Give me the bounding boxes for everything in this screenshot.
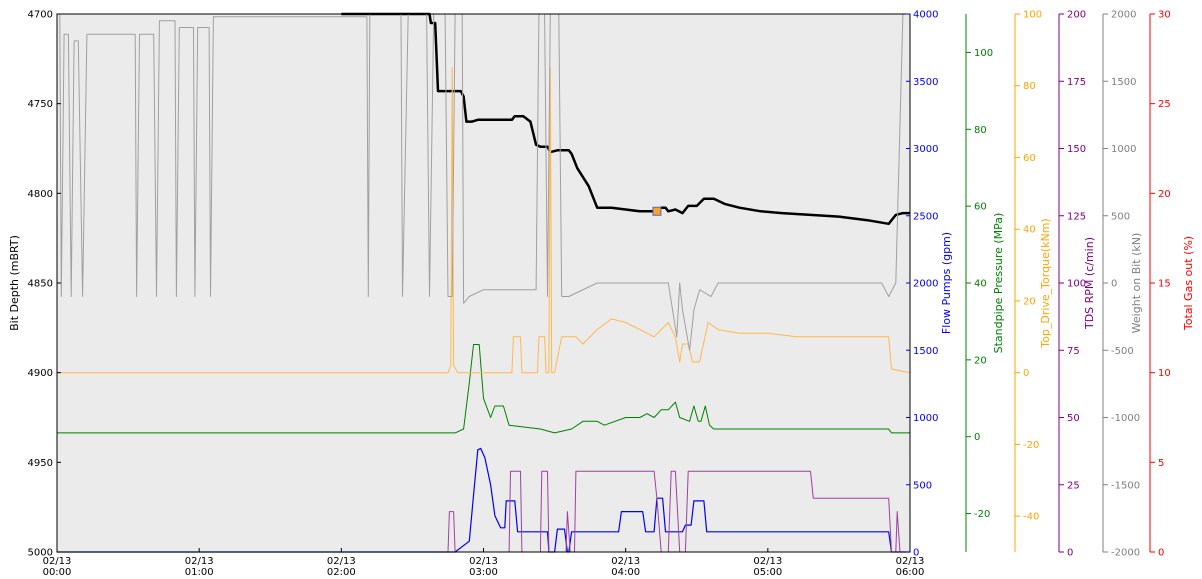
right-tick-label: -40 [1023,512,1039,523]
right-tick-label: 3000 [913,144,938,155]
right-tick-label: -1500 [1111,480,1140,491]
right-tick-label: -2000 [1111,548,1140,559]
right-tick-label: 0 [913,548,919,559]
right-tick-label: 3500 [913,77,938,88]
x-axis: 02/1300:0002/1301:0002/1302:0002/1303:00… [43,548,925,578]
right-tick-label: 0 [1158,548,1164,559]
series-line-torque [57,67,911,374]
right-tick-label: 60 [1023,153,1036,164]
right-tick-label: 100 [1067,279,1086,290]
x-tick-label: 06:00 [896,567,925,578]
right-axis-title: Total Gas out (%) [1182,236,1195,331]
x-tick-label: 02/13 [43,556,72,567]
right-tick-label: 1500 [913,346,938,357]
x-tick-label: 02/13 [469,556,498,567]
right-tick-label: 15 [1158,279,1171,290]
right-axis-title: Weight on Bit (kN) [1130,233,1143,334]
right-tick-label: 20 [1158,189,1171,200]
right-tick-label: 30 [1158,10,1171,21]
right-tick-label: 10 [1158,368,1171,379]
right-tick-label: -1000 [1111,413,1140,424]
x-tick-label: 00:00 [43,567,72,578]
y-tick-label: 4900 [28,368,53,379]
y-tick-label: 4950 [28,458,53,469]
right-tick-label: 125 [1067,211,1086,222]
x-tick-label: 02/13 [185,556,214,567]
right-tick-label: 1000 [913,413,938,424]
right-axis-title: Flow Pumps (gpm) [940,232,953,334]
right-tick-label: 175 [1067,77,1086,88]
y-axis-title: Bit Depth (mBRT) [8,235,21,331]
right-tick-label: 2500 [913,211,938,222]
right-tick-label: 20 [1023,296,1036,307]
right-tick-label: 500 [913,480,932,491]
y-tick-label: 4800 [28,189,53,200]
right-tick-label: 50 [1067,413,1080,424]
series-line-rpm [57,470,910,553]
right-tick-label: 80 [974,125,987,136]
right-tick-label: 150 [1067,144,1086,155]
right-tick-label: 75 [1067,346,1080,357]
right-tick-label: 100 [974,48,993,59]
series-line-depth [341,12,910,226]
x-tick-label: 04:00 [611,567,640,578]
x-tick-label: 03:00 [469,567,498,578]
right-tick-label: 80 [1023,81,1036,92]
x-tick-label: 05:00 [753,567,782,578]
right-tick-label: 1000 [1111,144,1136,155]
right-axis-title: TDS RPM (c/min) [1083,237,1096,330]
x-tick-label: 02/13 [753,556,782,567]
y-tick-label: 5000 [28,548,53,559]
right-tick-label: 25 [1158,99,1171,110]
right-axis-title: Top_Drive_Torque(kNm) [1039,218,1052,348]
right-tick-label: 2000 [913,279,938,290]
right-tick-label: 25 [1067,480,1080,491]
right-tick-label: 0 [974,432,980,443]
x-tick-label: 01:00 [185,567,214,578]
right-tick-label: 200 [1067,10,1086,21]
right-tick-label: 100 [1023,10,1042,21]
y-tick-label: 4750 [28,99,53,110]
right-tick-label: 20 [974,355,987,366]
depth-marker [652,206,662,216]
right-tick-label: 5 [1158,458,1164,469]
right-tick-label: 4000 [913,10,938,21]
right-tick-label: 500 [1111,211,1130,222]
right-tick-label: 0 [1111,279,1117,290]
x-tick-label: 02/13 [896,556,925,567]
left-axis: 4700 4750 4800 4850 4900 4950 5000 Bit Depth (m… [8,10,61,559]
right-tick-label: -500 [1111,346,1134,357]
right-tick-label: 0 [1023,368,1029,379]
right-tick-label: 0 [1067,548,1073,559]
right-tick-label: 60 [974,202,987,213]
y-tick-label: 4700 [28,10,53,21]
x-tick-label: 02:00 [327,567,356,578]
right-tick-label: 40 [974,279,987,290]
y-tick-label: 4850 [28,279,53,290]
right-tick-label: -20 [1023,440,1039,451]
right-axis-title: Standpipe Pressure (MPa) [992,213,1005,354]
x-tick-label: 02/13 [327,556,356,567]
x-tick-label: 02/13 [611,556,640,567]
series-line-spp [57,344,910,434]
right-tick-label: -20 [974,509,990,520]
right-tick-label: 2000 [1111,10,1136,21]
right-tick-label: 40 [1023,225,1036,236]
right-tick-label: 1500 [1111,77,1136,88]
